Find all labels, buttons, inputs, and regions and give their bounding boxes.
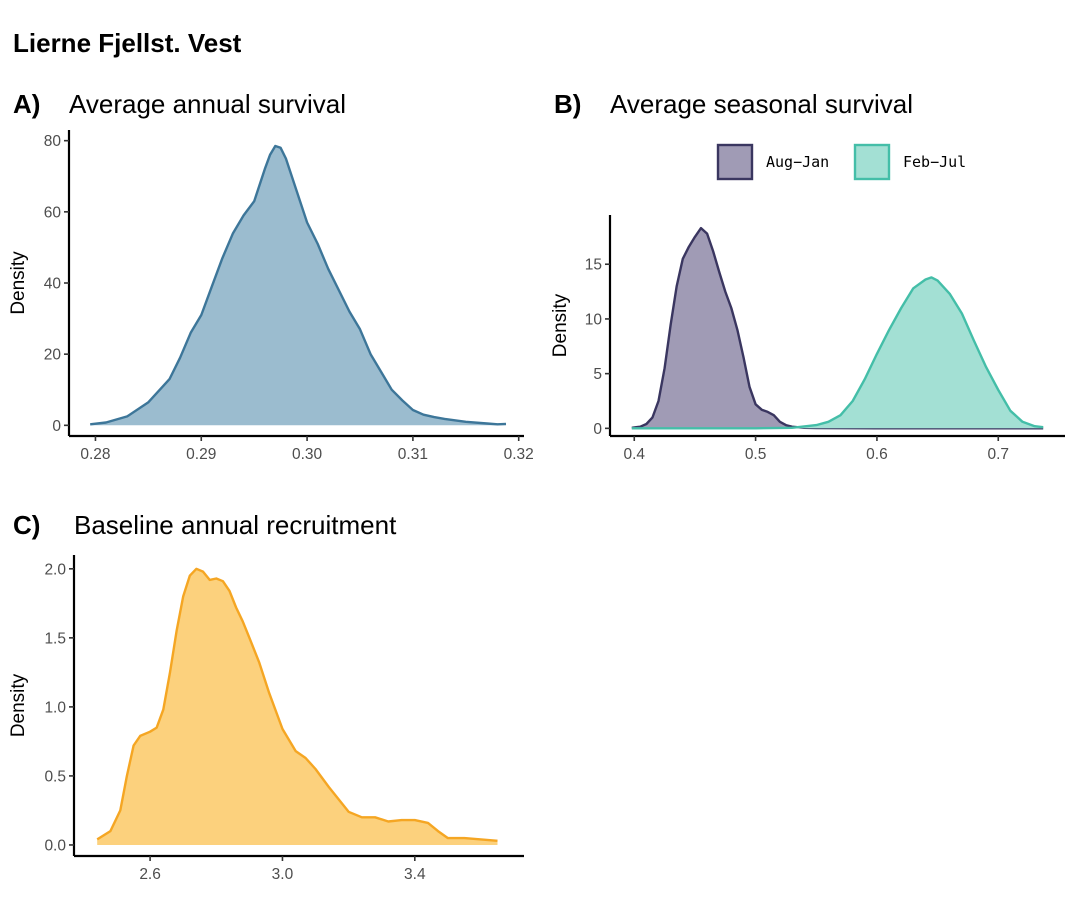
density-line-1 xyxy=(631,276,1044,430)
panel-title: Average annual survival xyxy=(69,89,346,119)
y-tick-label: 2.0 xyxy=(44,561,66,578)
x-tick-label: 0.30 xyxy=(292,446,323,463)
panel-b: B) Average seasonal survival 0 5 10 15 0.4 0.5 0… xyxy=(550,89,1065,463)
y-tick-label: 1.0 xyxy=(44,699,66,716)
panel-tag: C) xyxy=(13,510,40,540)
x-tick-label: 0.7 xyxy=(987,446,1009,463)
panel-title: Average seasonal survival xyxy=(610,89,913,119)
x-tick-label: 0.4 xyxy=(623,446,645,463)
legend-label-1: Feb−Jul xyxy=(903,153,966,171)
y-tick-label: 80 xyxy=(44,133,62,150)
y-tick-label: 20 xyxy=(44,347,62,364)
density-area-0 xyxy=(97,568,498,845)
y-tick-label: 0 xyxy=(593,421,602,438)
x-tick-label: 0.6 xyxy=(866,446,888,463)
y-axis-label: Density xyxy=(8,251,29,315)
y-tick-label: 0.0 xyxy=(44,837,66,854)
y-tick-label: 0 xyxy=(52,418,61,435)
panel-c: C) Baseline annual recruitment 0.0 0.5 1.0 1.… xyxy=(8,510,524,883)
panel-a: A) Average annual survival 0 20 40 60 80 0.28 0.… xyxy=(8,89,534,463)
y-tick-label: 0.5 xyxy=(44,768,66,785)
y-tick-label: 5 xyxy=(593,366,602,383)
y-tick-label: 40 xyxy=(44,276,62,293)
y-tick-label: 1.5 xyxy=(44,630,66,647)
density-line-0 xyxy=(90,144,507,426)
density-area-0 xyxy=(90,146,506,426)
x-tick-label: 0.32 xyxy=(504,446,534,463)
x-tick-label: 3.4 xyxy=(404,866,426,883)
figure-title: Lierne Fjellst. Vest xyxy=(13,28,242,58)
x-tick-label: 0.31 xyxy=(398,446,428,463)
y-tick-label: 10 xyxy=(585,311,603,328)
x-tick-label: 2.6 xyxy=(139,866,161,883)
x-tick-label: 3.0 xyxy=(272,866,294,883)
x-tick-label: 0.5 xyxy=(745,446,767,463)
y-tick-label: 60 xyxy=(44,204,62,221)
panel-title: Baseline annual recruitment xyxy=(74,510,397,540)
density-area-1 xyxy=(631,277,1044,429)
x-tick-label: 0.28 xyxy=(80,446,110,463)
density-area-0 xyxy=(631,228,1044,429)
legend-key-0 xyxy=(716,143,754,181)
legend-key-1 xyxy=(853,143,891,181)
density-line-0 xyxy=(96,567,498,842)
panel-tag: B) xyxy=(554,89,581,119)
panel-tag: A) xyxy=(13,89,40,119)
x-tick-label: 0.29 xyxy=(186,446,216,463)
legend-label-0: Aug−Jan xyxy=(766,153,829,171)
y-tick-label: 15 xyxy=(585,257,602,274)
y-axis-label: Density xyxy=(550,293,571,357)
y-axis-label: Density xyxy=(8,673,29,737)
